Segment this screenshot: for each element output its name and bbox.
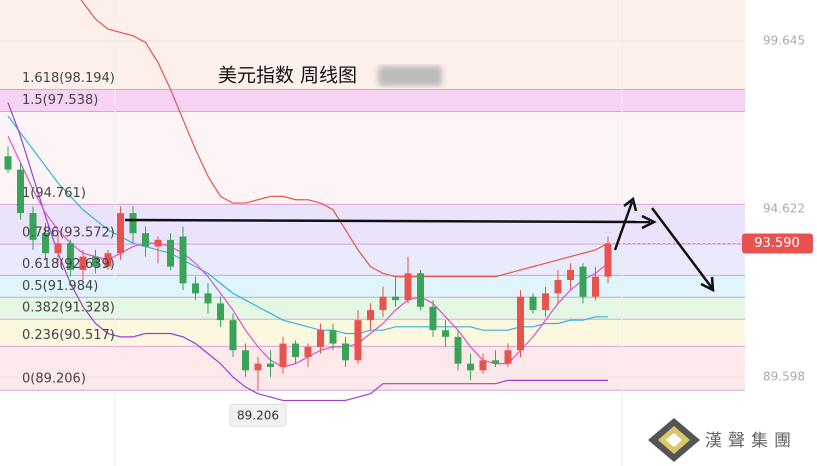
candle-body xyxy=(367,310,374,321)
candle-body xyxy=(304,346,312,357)
candle-body xyxy=(92,256,99,267)
fib-band xyxy=(0,89,745,112)
candle-body xyxy=(104,253,112,267)
candle-body xyxy=(254,363,262,371)
candle-body xyxy=(67,243,74,270)
arrows xyxy=(124,196,715,293)
low-label: 89.206 xyxy=(237,409,279,423)
candle-body xyxy=(204,293,212,304)
chart-title: 美元指数 周线图 xyxy=(218,65,357,87)
fib-label: 0(89.206) xyxy=(22,372,86,387)
candle-body xyxy=(517,296,524,351)
candle-body xyxy=(129,213,137,234)
top-region xyxy=(0,0,745,90)
candle-body xyxy=(342,343,349,361)
fib-band xyxy=(0,204,745,245)
candle-body xyxy=(467,363,474,371)
blurred-box xyxy=(378,66,442,86)
fib-label: 1.618(98.194) xyxy=(22,71,115,86)
y-tick-label: 94.622 xyxy=(763,202,805,216)
candle-body xyxy=(317,330,324,347)
candle-body xyxy=(492,360,499,364)
candle-body xyxy=(154,239,162,247)
fib-label: 0.382(91.328) xyxy=(22,301,115,316)
last-price-box xyxy=(742,233,813,254)
fib-label: 0.236(90.517) xyxy=(22,328,115,343)
y-tick-label: 89.598 xyxy=(763,370,805,384)
candle-body xyxy=(179,236,187,284)
candle-body xyxy=(392,296,399,301)
fib-label: 0.5(91.984) xyxy=(22,279,98,294)
candle-body xyxy=(117,213,124,254)
candle-body xyxy=(529,296,537,311)
candle-body xyxy=(554,280,562,294)
candle-body xyxy=(42,233,49,254)
candle-body xyxy=(567,269,574,281)
low-label-box xyxy=(229,403,287,427)
indicator-line xyxy=(80,0,609,278)
candle-body xyxy=(329,330,337,344)
candle-body xyxy=(167,239,174,267)
candle-body xyxy=(542,293,549,311)
candle-body xyxy=(404,273,412,301)
candle-body xyxy=(604,243,612,277)
fib-label: 1(94.761) xyxy=(22,186,86,201)
candle-body xyxy=(354,320,362,361)
candle-body xyxy=(192,283,199,294)
indicator-line xyxy=(7,102,608,402)
candle-body xyxy=(229,320,237,351)
candle-body xyxy=(279,343,287,367)
candle-body xyxy=(579,266,587,297)
fib-band xyxy=(0,319,745,347)
candle-body xyxy=(292,343,299,357)
candle-body xyxy=(504,350,512,364)
last-price-label: 93.590 xyxy=(754,236,800,251)
candle-body xyxy=(54,243,62,254)
fib-band xyxy=(0,111,745,205)
candle-body xyxy=(479,360,487,371)
fib-label: 0.618(92.639) xyxy=(22,257,115,272)
fib-band xyxy=(0,244,745,276)
candle-body xyxy=(454,336,462,364)
candle-body xyxy=(267,363,274,367)
candle-body xyxy=(29,213,37,240)
candle-body xyxy=(4,156,12,170)
fib-band xyxy=(0,346,745,391)
indicator-line xyxy=(7,115,608,335)
fib-band xyxy=(0,390,745,466)
candle-body xyxy=(429,306,437,331)
candle-body xyxy=(242,350,249,371)
watermark-logo xyxy=(648,418,700,462)
fib-label: 0.786(93.572) xyxy=(22,226,115,241)
candle-body xyxy=(17,169,24,214)
candle-body xyxy=(417,273,424,307)
candle-body xyxy=(379,296,387,311)
axis-region xyxy=(745,0,817,466)
candle-body xyxy=(442,330,449,337)
y-tick-label: 99.645 xyxy=(763,33,805,47)
fib-label: 1.5(97.538) xyxy=(22,93,98,108)
candle-body xyxy=(142,233,149,247)
candle-body xyxy=(592,276,599,297)
watermark: 漢聲集團 xyxy=(705,431,797,451)
candle-body xyxy=(217,303,224,321)
fib-band xyxy=(0,275,745,298)
candle-body xyxy=(79,256,87,270)
